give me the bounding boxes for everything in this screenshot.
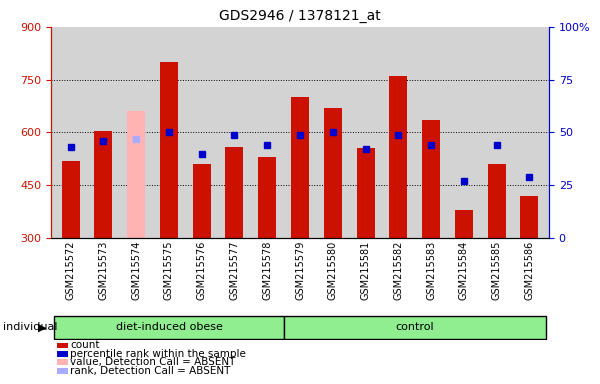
- Bar: [258, 157, 276, 238]
- Text: count: count: [70, 340, 100, 350]
- Bar: [94, 131, 112, 238]
- Text: control: control: [395, 322, 434, 333]
- Text: diet-induced obese: diet-induced obese: [116, 322, 223, 333]
- Text: percentile rank within the sample: percentile rank within the sample: [70, 349, 246, 359]
- Text: value, Detection Call = ABSENT: value, Detection Call = ABSENT: [70, 357, 236, 367]
- Bar: [193, 164, 211, 238]
- Bar: [127, 111, 145, 238]
- FancyBboxPatch shape: [54, 316, 284, 339]
- Title: GDS2946 / 1378121_at: GDS2946 / 1378121_at: [219, 9, 381, 23]
- Bar: [389, 76, 407, 238]
- Bar: [356, 148, 374, 238]
- Bar: [291, 97, 309, 238]
- Text: rank, Detection Call = ABSENT: rank, Detection Call = ABSENT: [70, 366, 230, 376]
- Bar: [62, 161, 80, 238]
- Bar: [455, 210, 473, 238]
- Bar: [422, 120, 440, 238]
- Bar: [160, 62, 178, 238]
- Text: individual: individual: [3, 322, 58, 333]
- Bar: [520, 196, 538, 238]
- FancyBboxPatch shape: [284, 316, 546, 339]
- Bar: [488, 164, 506, 238]
- Text: ▶: ▶: [38, 322, 46, 333]
- Bar: [324, 108, 342, 238]
- Bar: [226, 147, 244, 238]
